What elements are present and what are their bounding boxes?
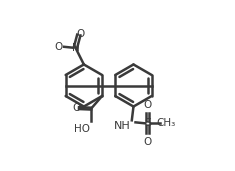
Text: O: O [76,29,85,39]
Text: CH₃: CH₃ [156,118,175,128]
Text: HO: HO [74,124,90,134]
Text: NH: NH [114,121,130,131]
Text: O: O [54,42,62,52]
Text: O: O [144,137,152,147]
Text: N: N [72,43,79,53]
Text: S: S [144,118,151,128]
Text: O: O [144,100,152,110]
Text: O: O [72,103,80,113]
